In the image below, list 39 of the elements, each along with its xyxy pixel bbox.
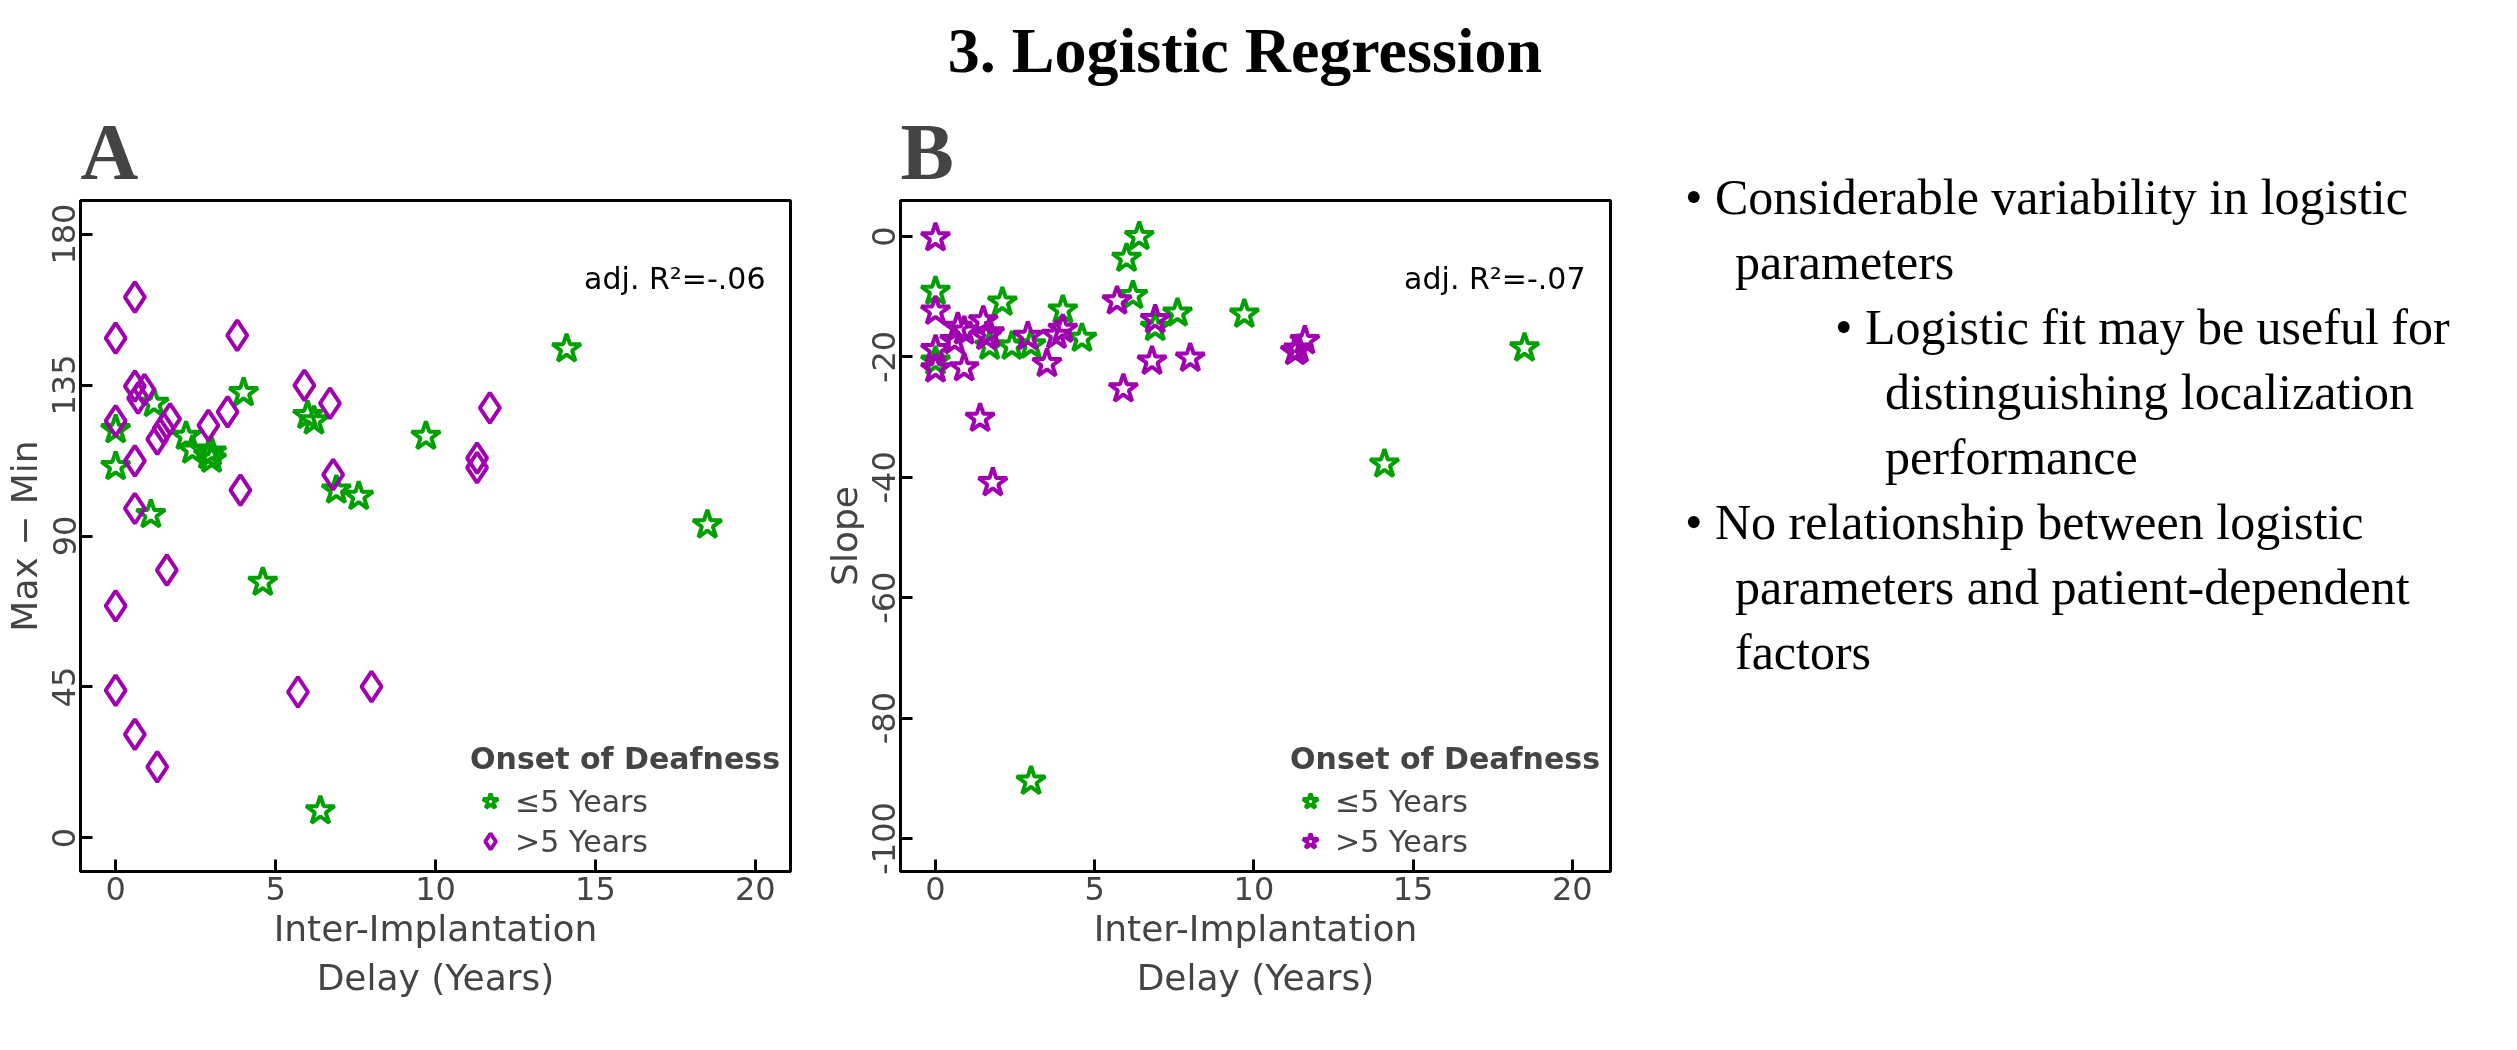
annotation: adj. R²=-.06 bbox=[584, 260, 766, 296]
y-axis-title: Slope bbox=[823, 486, 865, 586]
annotation: adj. R²=-.07 bbox=[1404, 260, 1586, 296]
y-tick-label: 0 bbox=[865, 226, 904, 247]
y-tick-label: 90 bbox=[45, 515, 84, 557]
y-tick-label: 0 bbox=[45, 827, 84, 849]
x-tick-label: 10 bbox=[1233, 869, 1275, 908]
legend-label: >5 Years bbox=[1335, 823, 1468, 859]
x-tick-label: 15 bbox=[1392, 869, 1434, 908]
y-tick-label: -60 bbox=[865, 571, 904, 624]
x-axis-title: Inter-Implantation Delay (Years) bbox=[1093, 907, 1418, 998]
y-axis-title: Max − Min bbox=[3, 440, 45, 632]
y-tick-label: -20 bbox=[865, 330, 904, 384]
y-tick-label: 45 bbox=[45, 666, 84, 708]
chart-title: A bbox=[80, 107, 139, 196]
text: • Logistic fit may be useful for distinguishing localization performance bbox=[1835, 298, 2451, 487]
legend-label: ≤5 Years bbox=[1335, 783, 1468, 819]
legend-title: Onset of Deafness bbox=[1290, 741, 1600, 776]
x-tick-label: 15 bbox=[575, 869, 616, 908]
legend-label: ≤5 Years bbox=[515, 783, 648, 819]
text: • Considerable variability in logistic parameters bbox=[1685, 168, 2409, 292]
y-tick-label: 180 bbox=[45, 203, 84, 265]
x-tick-label: 20 bbox=[734, 869, 776, 908]
x-tick-label: 5 bbox=[265, 869, 286, 908]
x-tick-label: 10 bbox=[415, 869, 456, 908]
x-tick-label: 5 bbox=[1084, 869, 1105, 908]
y-tick-label: -80 bbox=[865, 691, 904, 745]
x-axis-title: Inter-Implantation Delay (Years) bbox=[273, 907, 598, 998]
x-tick-label: 0 bbox=[925, 869, 946, 908]
chart-title: B bbox=[900, 107, 954, 196]
legend-title: Onset of Deafness bbox=[470, 741, 780, 776]
text: 3. Logistic Regression bbox=[946, 14, 1544, 88]
y-tick-label: -100 bbox=[865, 802, 904, 875]
legend-label: >5 Years bbox=[515, 823, 648, 859]
x-tick-label: 20 bbox=[1551, 869, 1593, 908]
x-tick-label: 0 bbox=[105, 869, 126, 908]
y-tick-label: 135 bbox=[45, 354, 84, 416]
y-tick-label: -40 bbox=[865, 451, 904, 504]
text: • No relationship between logistic parameters and patient-dependent factors bbox=[1685, 493, 2411, 682]
